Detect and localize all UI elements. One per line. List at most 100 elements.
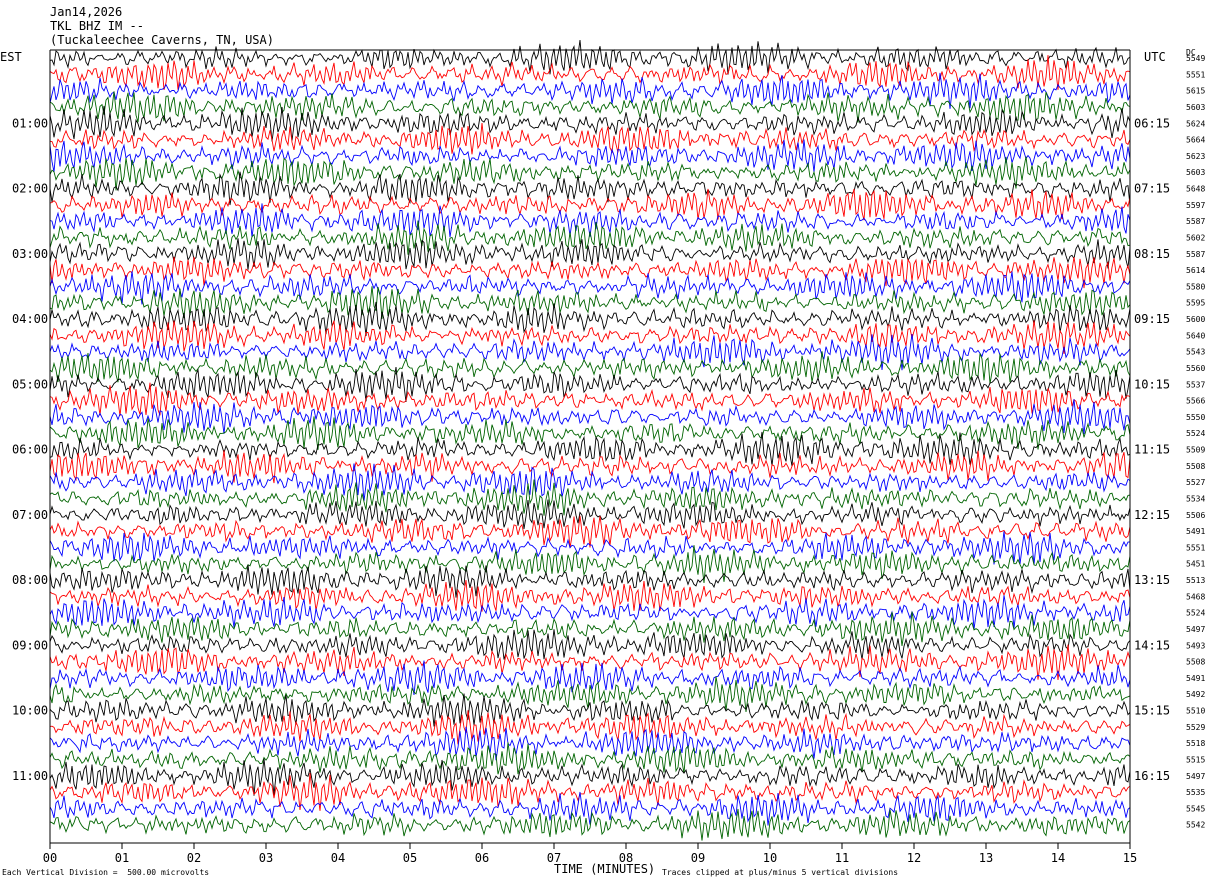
dc-offset-38: 5508 xyxy=(1186,658,1205,667)
left-hour-label-2: 02:00 xyxy=(12,182,48,196)
seismic-trace-22 xyxy=(49,382,1131,417)
trace-group xyxy=(49,40,1131,841)
dc-offset-16: 5595 xyxy=(1186,299,1205,308)
seismic-trace-30 xyxy=(49,515,1131,549)
right-hour-label-5: 10:15 xyxy=(1134,377,1170,391)
seismic-trace-17 xyxy=(49,301,1131,336)
dc-offset-5: 5624 xyxy=(1186,119,1205,128)
dc-offset-15: 5580 xyxy=(1186,282,1205,291)
seismic-trace-14 xyxy=(49,256,1131,289)
dc-offset-37: 5493 xyxy=(1186,641,1205,650)
seismic-trace-10 xyxy=(49,188,1131,221)
left-hour-label-10: 10:00 xyxy=(12,704,48,718)
seismic-trace-48 xyxy=(49,808,1131,841)
right-hour-label-2: 07:15 xyxy=(1134,182,1170,196)
seismic-trace-38 xyxy=(49,644,1131,680)
seismic-trace-12 xyxy=(49,220,1131,255)
seismic-trace-11 xyxy=(49,203,1131,238)
left-hour-label-11: 11:00 xyxy=(12,769,48,783)
seismic-trace-24 xyxy=(49,416,1131,450)
x-tick-label-03: 03 xyxy=(259,851,273,865)
dc-offset-33: 5513 xyxy=(1186,576,1205,585)
seismic-trace-15 xyxy=(49,271,1131,305)
x-tick-label-14: 14 xyxy=(1051,851,1065,865)
seismic-trace-20 xyxy=(49,351,1131,384)
x-tick-label-11: 11 xyxy=(835,851,849,865)
seismic-trace-1 xyxy=(49,40,1131,75)
dc-offset-35: 5524 xyxy=(1186,609,1205,618)
seismic-trace-46 xyxy=(49,772,1131,811)
x-tick-label-09: 09 xyxy=(691,851,705,865)
seismic-trace-8 xyxy=(49,156,1131,191)
dc-offset-28: 5534 xyxy=(1186,494,1205,503)
seismic-trace-9 xyxy=(49,171,1131,206)
right-hour-label-1: 06:15 xyxy=(1134,116,1170,130)
dc-offset-40: 5492 xyxy=(1186,690,1205,699)
seismic-trace-34 xyxy=(49,580,1131,612)
dc-offset-46: 5535 xyxy=(1186,788,1205,797)
seismic-trace-45 xyxy=(49,758,1131,796)
seismic-trace-25 xyxy=(49,431,1131,467)
dc-offset-18: 5640 xyxy=(1186,331,1205,340)
dc-offset-4: 5603 xyxy=(1186,103,1205,112)
left-hour-label-6: 06:00 xyxy=(12,443,48,457)
dc-offset-48: 5542 xyxy=(1186,821,1205,830)
x-tick-label-07: 07 xyxy=(547,851,561,865)
dc-offset-6: 5664 xyxy=(1186,136,1205,145)
dc-offset-44: 5515 xyxy=(1186,755,1205,764)
seismic-trace-40 xyxy=(49,676,1131,713)
x-tick-label-05: 05 xyxy=(403,851,417,865)
dc-offset-9: 5648 xyxy=(1186,185,1205,194)
x-tick-label-01: 01 xyxy=(115,851,129,865)
dc-offset-14: 5614 xyxy=(1186,266,1205,275)
seismic-trace-5 xyxy=(49,105,1131,142)
dc-offset-7: 5623 xyxy=(1186,152,1205,161)
dc-offset-2: 5551 xyxy=(1186,70,1205,79)
header-location: (Tuckaleechee Caverns, TN, USA) xyxy=(50,33,274,47)
left-hour-label-5: 05:00 xyxy=(12,377,48,391)
seismic-trace-43 xyxy=(49,726,1131,761)
x-tick-label-15: 15 xyxy=(1123,851,1137,865)
x-axis-title: TIME (MINUTES) xyxy=(554,862,656,876)
dc-offset-32: 5451 xyxy=(1186,560,1205,569)
dc-offset-13: 5587 xyxy=(1186,250,1205,259)
dc-offset-45: 5497 xyxy=(1186,772,1205,781)
seismic-trace-39 xyxy=(49,660,1131,695)
dc-label: DC xyxy=(1186,48,1196,57)
dc-offset-21: 5537 xyxy=(1186,380,1205,389)
right-hour-label-7: 12:15 xyxy=(1134,508,1170,522)
seismic-trace-23 xyxy=(49,399,1131,435)
x-tick-label-13: 13 xyxy=(979,851,993,865)
seismic-trace-2 xyxy=(49,55,1131,91)
dc-offset-17: 5600 xyxy=(1186,315,1205,324)
clip-note: Traces clipped at plus/minus 5 vertical … xyxy=(662,868,899,877)
scale-note: Each Vertical Division = 500.00 microvol… xyxy=(2,868,210,877)
dc-offset-36: 5497 xyxy=(1186,625,1205,634)
dc-offset-25: 5509 xyxy=(1186,446,1205,455)
dc-offset-23: 5550 xyxy=(1186,413,1205,422)
seismic-trace-33 xyxy=(49,564,1131,598)
dc-offset-47: 5545 xyxy=(1186,804,1205,813)
dc-offset-11: 5587 xyxy=(1186,217,1205,226)
right-hour-label-11: 16:15 xyxy=(1134,769,1170,783)
seismic-trace-7 xyxy=(49,139,1131,173)
header-date: Jan14,2026 xyxy=(50,5,123,19)
right-hour-label-4: 09:15 xyxy=(1134,312,1170,326)
right-hour-label-6: 11:15 xyxy=(1134,443,1170,457)
seismic-trace-29 xyxy=(49,499,1131,529)
dc-offset-43: 5518 xyxy=(1186,739,1205,748)
seismic-trace-28 xyxy=(49,479,1131,516)
axes-group xyxy=(49,49,1131,849)
dc-offset-1: 5549 xyxy=(1186,54,1205,63)
dc-offset-34: 5468 xyxy=(1186,592,1205,601)
dc-offset-26: 5508 xyxy=(1186,462,1205,471)
x-tick-label-10: 10 xyxy=(763,851,777,865)
left-hour-label-4: 04:00 xyxy=(12,312,48,326)
right-timezone-label: UTC xyxy=(1144,50,1166,64)
dc-offset-12: 5602 xyxy=(1186,233,1205,242)
left-hour-label-3: 03:00 xyxy=(12,247,48,261)
seismic-trace-44 xyxy=(49,742,1131,775)
label-group: 5549 5551 5615 5603 5624 5664 5623 5603 5648 5597… xyxy=(12,54,1205,865)
seismic-trace-41 xyxy=(49,693,1131,727)
